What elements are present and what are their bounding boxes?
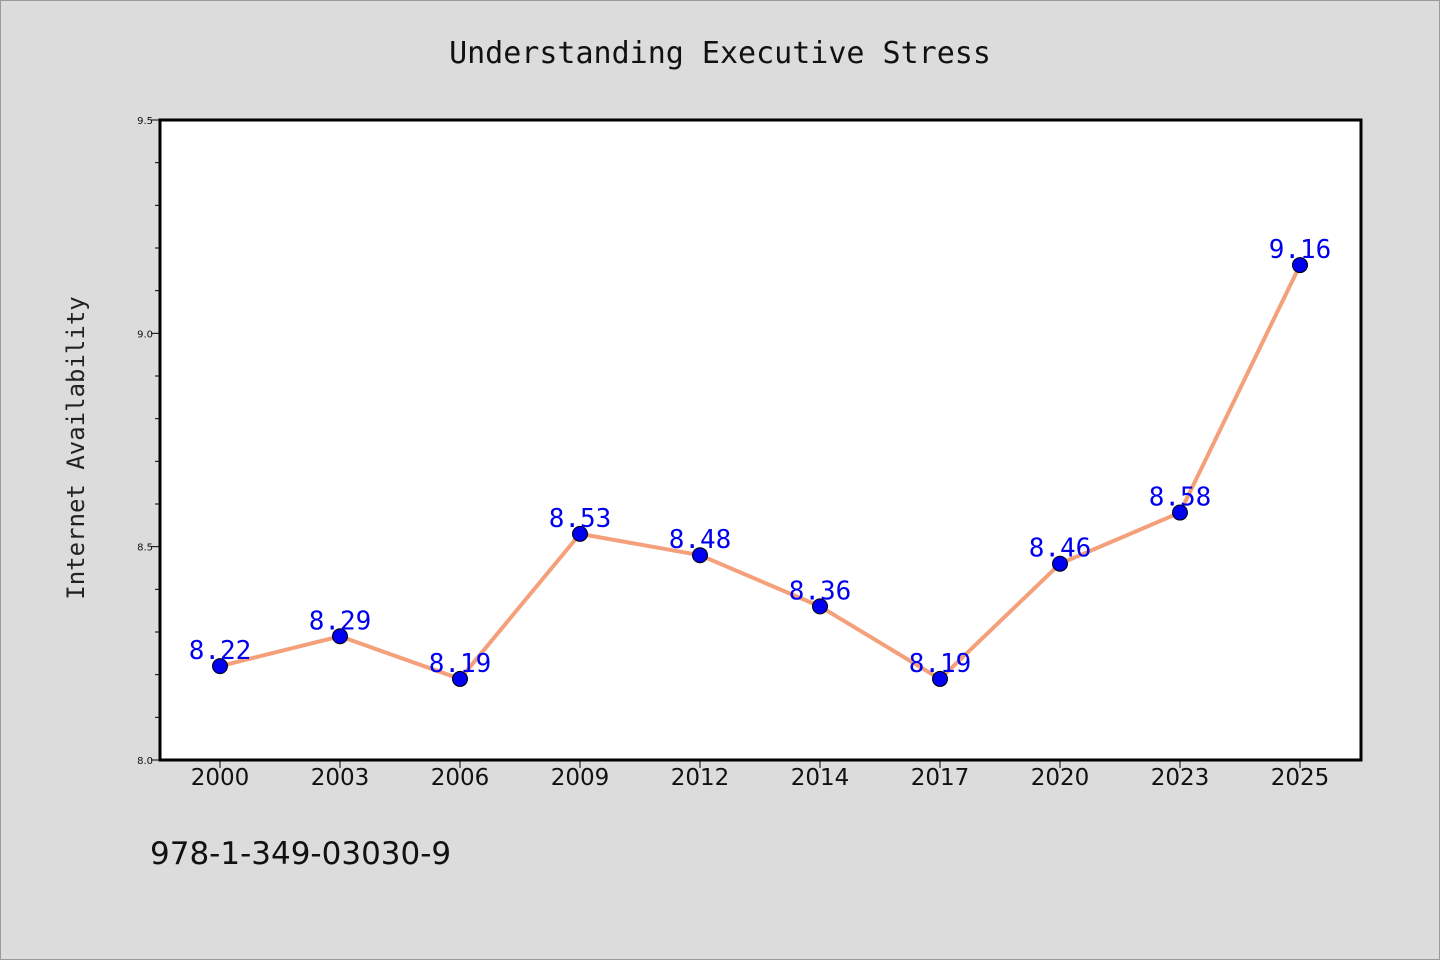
y-tick-label: 9.5 — [137, 116, 153, 127]
data-label: 8.22 — [189, 636, 252, 666]
data-label: 8.53 — [549, 504, 612, 534]
y-tick-label: 8.5 — [137, 543, 153, 554]
x-tick-label: 2025 — [1271, 765, 1330, 791]
data-point — [212, 658, 228, 675]
y-tick-label: 8.0 — [137, 756, 153, 767]
series-group: 8.22 8.29 8.19 8.53 8.48 8.36 8.19 8.46 8.58 9.16 — [189, 235, 1332, 687]
data-label: 8.19 — [909, 649, 972, 679]
x-tick-label: 2014 — [791, 765, 850, 791]
y-axis-label: Internet Availability — [62, 296, 90, 599]
data-label: 8.29 — [309, 606, 372, 636]
plot-area — [158, 118, 1363, 762]
data-point — [1292, 257, 1308, 274]
series-line — [219, 264, 1302, 681]
data-point — [812, 598, 828, 615]
data-point — [452, 670, 468, 687]
data-label: 8.46 — [1029, 534, 1092, 564]
x-tick-label: 2003 — [311, 765, 370, 791]
data-label: 8.48 — [669, 525, 732, 555]
data-point — [692, 547, 708, 564]
chart-title: Understanding Executive Stress — [449, 36, 991, 71]
x-tick-label: 2012 — [671, 765, 730, 791]
footer-id-text: 978-1-349-03030-9 — [150, 836, 451, 872]
x-tick-label: 2020 — [1031, 765, 1090, 791]
x-tick-label: 2023 — [1151, 765, 1210, 791]
x-axis: 2000 2003 2006 2009 2012 2014 2017 2020 2023 2025 — [191, 760, 1330, 791]
data-label: 9.16 — [1269, 235, 1332, 265]
data-point — [1052, 555, 1068, 572]
x-tick-label: 2017 — [911, 765, 970, 791]
data-point — [332, 628, 348, 645]
data-point — [1172, 504, 1188, 521]
x-tick-label: 2009 — [551, 765, 610, 791]
x-tick-label: 2006 — [431, 765, 490, 791]
data-point — [572, 525, 588, 542]
x-tick-label: 2000 — [191, 765, 250, 791]
data-point — [932, 670, 948, 687]
data-label: 8.58 — [1149, 483, 1212, 513]
data-label: 8.19 — [429, 649, 492, 679]
y-tick-label: 9.0 — [137, 329, 153, 340]
y-axis: 8.0 8.5 9.0 9.5 — [137, 116, 160, 767]
data-label: 8.36 — [789, 576, 852, 606]
